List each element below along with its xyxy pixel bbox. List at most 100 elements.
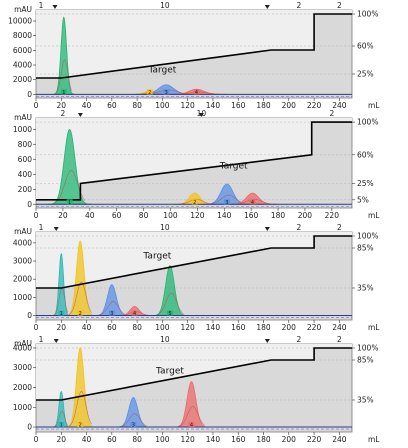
x-tick-label-10: 200 [282,435,297,444]
fraction-box-2 [146,89,153,95]
x-unit-label: mL [368,323,380,332]
gradient-unshaded-region [36,232,352,288]
y-tick-label-5: 1000 [13,125,32,134]
fraction-label-1: 1 [60,423,63,429]
x-tick-label-0: 0 [34,323,39,332]
gradient-unshaded-region [36,344,352,400]
top-label-4: 2 [337,1,342,10]
y-tick-label-4: 4000 [13,343,32,352]
x-tick-label-9: 180 [256,101,271,110]
right-tick-label-0: 35% [357,396,374,405]
y-unit-label: mAU [14,227,32,236]
peak-trace-4 [178,406,205,427]
y-tick-label-3: 600 [18,155,33,164]
x-tick-label-12: 240 [332,435,347,444]
y-tick-label-0: 0 [27,200,32,209]
y-tick-label-2: 4000 [13,61,32,70]
right-tick-label-0: 35% [357,284,374,293]
x-tick-label-4: 80 [132,323,142,332]
fraction-box-4 [193,89,200,95]
fraction-box-4 [249,199,256,205]
x-tick-label-6: 120 [190,211,205,220]
fraction-box-3 [163,89,170,95]
x-tick-label-2: 40 [82,101,92,110]
y-tick-label-3: 3000 [13,257,32,266]
x-tick-label-6: 120 [181,323,196,332]
fraction-box-4 [131,310,138,316]
right-tick-label-1: 25% [357,179,374,188]
top-label-3: 2 [329,109,334,118]
fraction-label-4: 4 [251,200,254,206]
peak-trace-1 [54,287,68,316]
gradient-unshaded-region [36,118,352,200]
top-label-1: 1 [39,335,44,344]
y-tick-label-0: 0 [27,90,32,99]
x-tick-label-10: 200 [282,323,297,332]
peak-trace-5 [156,292,184,316]
fraction-label-4: 4 [190,423,193,429]
x-tick-label-0: 0 [34,435,39,444]
fraction-box-5 [166,310,173,316]
y-tick-label-2: 400 [18,170,33,179]
top-marker-1 [77,113,83,117]
peak-2 [64,347,96,428]
top-label-2: 10 [160,335,170,344]
x-tick-label-11: 220 [307,101,322,110]
target-annotation: Target [142,251,171,261]
right-tick-label-2: 100% [357,10,378,19]
x-tick-label-0: 0 [34,211,39,220]
chart-panel-2: 1234210202004006008001000mAU5%25%60%100%… [13,109,380,220]
x-tick-label-1: 20 [57,101,67,110]
top-marker-1 [53,227,59,231]
x-tick-label-7: 140 [206,101,221,110]
top-marker-1 [52,5,58,9]
top-label-1: 1 [39,1,44,10]
x-tick-label-5: 100 [155,323,170,332]
peak-1 [47,128,92,205]
x-tick-label-3: 60 [107,435,117,444]
fraction-box-1 [60,89,67,95]
x-tick-label-10: 200 [282,101,297,110]
fraction-box-4 [188,422,195,428]
x-tick-label-1: 20 [57,435,67,444]
x-tick-label-10: 200 [298,211,313,220]
x-tick-label-3: 60 [107,101,117,110]
fraction-label-1: 1 [60,311,63,317]
x-tick-label-5: 100 [163,211,178,220]
fraction-label-4: 4 [133,311,136,317]
top-label-2: 10 [160,223,170,232]
top-label-4: 2 [337,335,342,344]
y-tick-label-4: 8000 [13,31,32,40]
peak-trace-3 [120,413,147,428]
x-tick-label-2: 40 [85,211,95,220]
fraction-label-3: 3 [132,423,135,429]
target-annotation: Target [155,367,184,377]
gradient-line [36,13,352,79]
fraction-box-1 [66,199,73,205]
right-tick-label-2: 100% [357,232,378,241]
x-tick-label-12: 240 [332,101,347,110]
fraction-box-2 [191,199,198,205]
top-marker-2 [198,113,204,117]
right-tick-label-0: 25% [357,70,374,79]
x-tick-label-2: 40 [82,323,92,332]
right-tick-label-3: 100% [357,118,378,127]
y-tick-label-4: 4000 [13,238,32,247]
y-tick-label-1: 200 [18,185,33,194]
peak-trace-3 [208,194,246,205]
y-tick-label-3: 3000 [13,363,32,372]
x-tick-label-6: 120 [181,435,196,444]
y-tick-label-1: 1000 [13,293,32,302]
x-tick-label-11: 220 [307,323,322,332]
y-unit-label: mAU [14,5,32,14]
top-marker-2 [264,5,270,9]
fraction-box-2 [77,310,84,316]
x-tick-label-7: 140 [206,435,221,444]
y-tick-label-1: 2000 [13,75,32,84]
fraction-label-3: 3 [110,311,113,317]
x-tick-label-5: 100 [155,435,170,444]
x-tick-label-1: 20 [57,323,67,332]
x-tick-label-11: 220 [325,211,340,220]
y-tick-label-4: 800 [18,140,33,149]
